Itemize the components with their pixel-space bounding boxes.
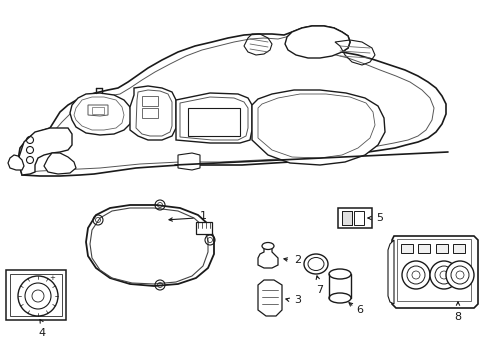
Text: 2: 2 (293, 255, 301, 265)
Text: +: + (49, 275, 55, 281)
Bar (435, 244, 447, 253)
Text: 1: 1 (200, 211, 206, 221)
Polygon shape (70, 93, 132, 135)
Polygon shape (387, 240, 393, 304)
Text: 7: 7 (316, 285, 323, 295)
Ellipse shape (262, 243, 273, 249)
Ellipse shape (328, 293, 350, 303)
Text: 5: 5 (375, 213, 382, 223)
Polygon shape (44, 153, 76, 174)
Ellipse shape (328, 269, 350, 279)
Text: 3: 3 (293, 295, 301, 305)
Bar (353, 211, 363, 225)
Polygon shape (251, 90, 384, 165)
Circle shape (401, 261, 429, 289)
Circle shape (429, 261, 457, 289)
Polygon shape (391, 236, 477, 308)
Polygon shape (178, 153, 200, 170)
Bar (341, 211, 351, 225)
Bar (341, 211, 351, 225)
Bar (400, 244, 412, 253)
Text: 4: 4 (39, 328, 45, 338)
Bar (452, 244, 464, 253)
Polygon shape (86, 205, 214, 286)
Polygon shape (285, 26, 349, 58)
Bar (142, 108, 158, 118)
Bar (196, 222, 212, 234)
Polygon shape (18, 128, 72, 175)
Bar (92, 107, 104, 114)
Polygon shape (18, 26, 445, 176)
Text: 6: 6 (355, 305, 362, 315)
Polygon shape (8, 155, 24, 170)
Polygon shape (258, 280, 282, 316)
Ellipse shape (304, 254, 327, 274)
Bar (142, 96, 158, 106)
Bar (417, 244, 429, 253)
Text: 8: 8 (453, 312, 461, 322)
Polygon shape (130, 86, 176, 140)
Bar (337, 208, 371, 228)
Ellipse shape (307, 257, 324, 270)
Bar (187, 108, 240, 136)
Polygon shape (258, 244, 278, 268)
Circle shape (445, 261, 473, 289)
Polygon shape (6, 270, 66, 320)
Polygon shape (176, 93, 251, 143)
